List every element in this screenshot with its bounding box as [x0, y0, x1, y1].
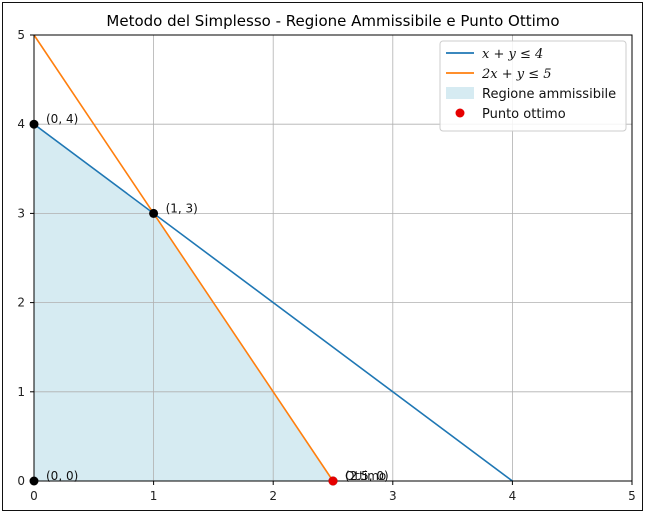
y-tick-label: 1 [17, 385, 25, 399]
vertex-label: (0, 0) [46, 469, 78, 483]
x-tick-label: 1 [150, 489, 158, 503]
vertex-point [29, 476, 39, 486]
optimum-point [328, 476, 338, 486]
optimum-label: Ottimo [345, 469, 386, 483]
vertex-point [149, 208, 159, 218]
vertex-label: (0, 4) [46, 112, 78, 126]
legend-marker-swatch [455, 108, 465, 118]
vertex-point [29, 119, 39, 129]
y-tick-label: 3 [17, 206, 25, 220]
legend-entry-label: Regione ammissibile [482, 87, 616, 102]
x-tick-label: 5 [628, 489, 636, 503]
y-tick-label: 4 [17, 117, 25, 131]
legend-patch-swatch [446, 87, 474, 99]
x-tick-label: 3 [389, 489, 397, 503]
constraint-line-1 [33, 123, 513, 482]
chart-title: Metodo del Simplesso - Regione Ammissibi… [106, 12, 559, 30]
vertex-label: (1, 3) [166, 201, 198, 215]
legend-entry-label: 2x + y ≤ 5 [481, 67, 552, 82]
y-tick-label: 0 [17, 474, 25, 488]
x-tick-label: 4 [509, 489, 517, 503]
x-tick-label: 2 [269, 489, 277, 503]
constraint-line-2 [33, 34, 334, 482]
x-tick-label: 0 [30, 489, 38, 503]
vertex-label: (2.5, 0) [345, 469, 389, 483]
legend-entry-label: Punto ottimo [482, 107, 566, 122]
plot-area: 0 1 2 3 4 5 0 1 2 3 4 5 (0, 0) (0, 4) (1, 3) (2.5, 0)Ot… [17, 28, 635, 503]
legend-entry-label: x + y ≤ 4 [482, 47, 543, 62]
y-tick-label: 5 [17, 28, 25, 42]
legend-box [439, 40, 627, 132]
y-tick-label: 2 [17, 296, 25, 310]
